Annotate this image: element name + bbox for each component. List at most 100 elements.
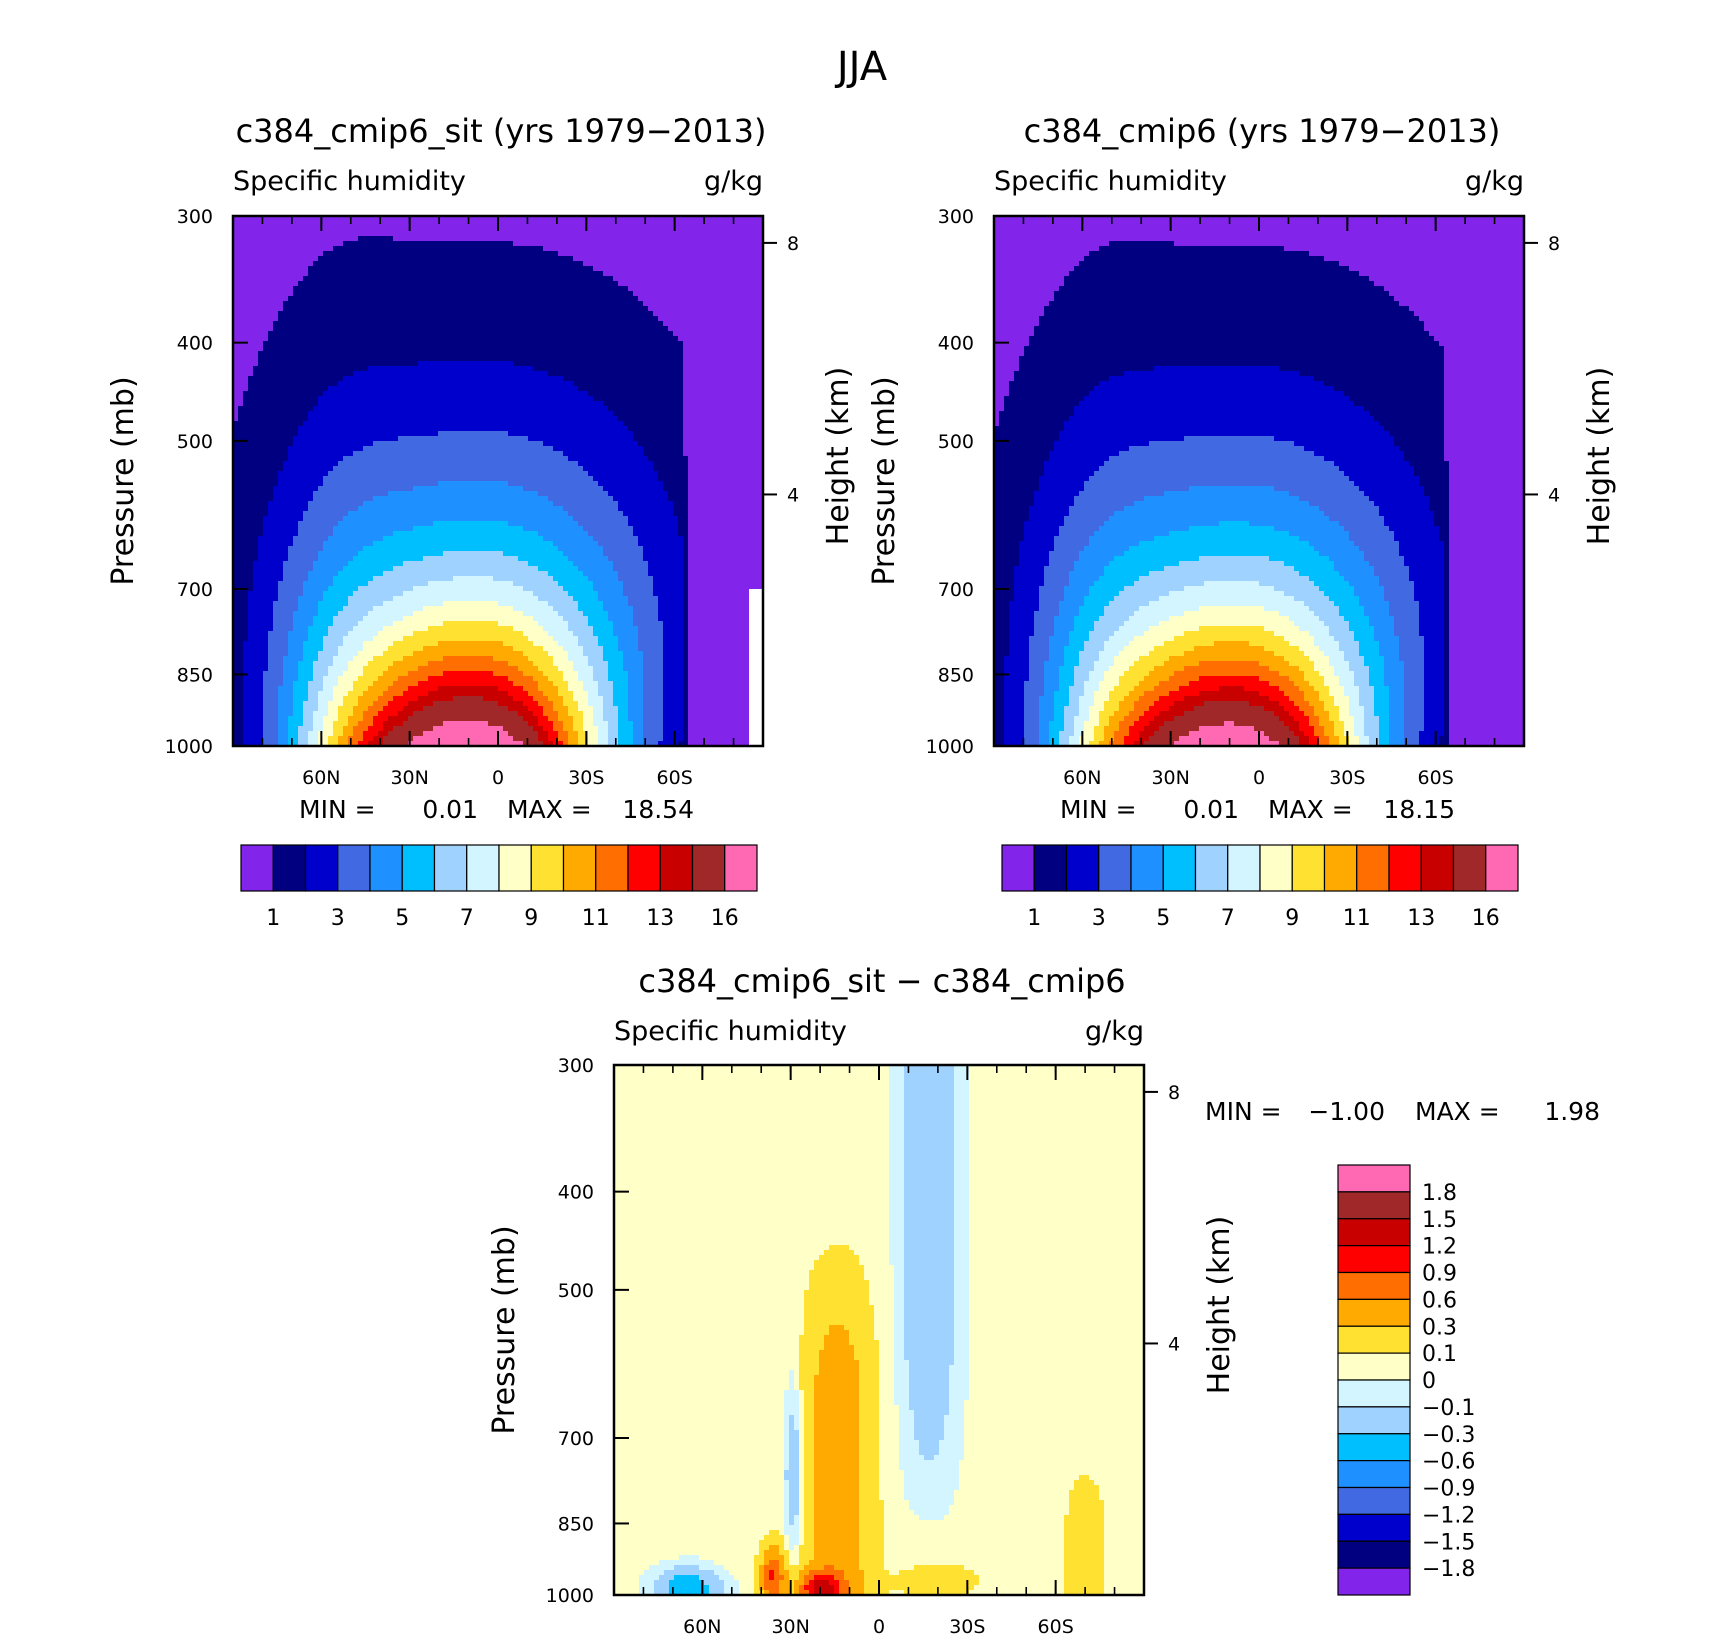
contour-cell — [323, 581, 329, 587]
contour-cell — [298, 481, 304, 487]
contour-cell — [268, 296, 274, 302]
contour-cell — [328, 331, 334, 337]
contour-cell — [238, 391, 244, 397]
contour-cell — [358, 291, 364, 297]
contour-cell — [353, 426, 359, 432]
contour-cell — [393, 351, 399, 357]
contour-cell — [328, 701, 334, 707]
contour-cell — [353, 701, 359, 707]
contour-cell — [258, 241, 264, 247]
contour-cell — [308, 436, 314, 442]
contour-cell — [408, 356, 414, 362]
contour-cell — [313, 561, 319, 567]
contour-cell — [393, 511, 399, 517]
contour-cell — [293, 301, 299, 307]
contour-cell — [263, 671, 269, 677]
contour-cell — [438, 306, 444, 312]
contour-cell — [323, 291, 329, 297]
contour-cell — [318, 496, 324, 502]
contour-cell — [243, 271, 249, 277]
contour-cell — [278, 606, 284, 612]
contour-cell — [283, 226, 289, 232]
contour-cell — [388, 516, 394, 522]
contour-cell — [393, 311, 399, 317]
contour-cell — [373, 381, 379, 387]
contour-cell — [363, 596, 369, 602]
contour-cell — [343, 356, 349, 362]
contour-cell — [313, 256, 319, 262]
contour-cell — [393, 711, 399, 717]
contour-cell — [363, 601, 369, 607]
contour-cell — [423, 371, 429, 377]
contour-cell — [333, 251, 339, 257]
contour-cell — [358, 721, 364, 727]
contour-cell — [403, 346, 409, 352]
contour-cell — [253, 341, 259, 347]
contour-cell — [268, 551, 274, 557]
contour-cell — [418, 536, 424, 542]
contour-cell — [423, 591, 429, 597]
contour-cell — [338, 491, 344, 497]
contour-cell — [248, 551, 254, 557]
contour-cell — [238, 401, 244, 407]
contour-cell — [458, 296, 464, 302]
contour-cell — [293, 296, 299, 302]
contour-cell — [338, 376, 344, 382]
contour-cell — [463, 616, 469, 622]
contour-cell — [248, 321, 254, 327]
contour-cell — [313, 611, 319, 617]
contour-cell — [358, 456, 364, 462]
contour-cell — [463, 691, 469, 697]
contour-cell — [428, 691, 434, 697]
contour-cell — [253, 566, 259, 572]
contour-cell — [288, 271, 294, 277]
contour-cell — [433, 461, 439, 467]
contour-cell — [358, 236, 364, 242]
contour-cell — [393, 591, 399, 597]
contour-cell — [318, 336, 324, 342]
contour-cell — [373, 401, 379, 407]
contour-cell — [403, 601, 409, 607]
contour-cell — [388, 601, 394, 607]
contour-cell — [323, 371, 329, 377]
contour-cell — [308, 541, 314, 547]
contour-cell — [418, 651, 424, 657]
contour-cell — [263, 636, 269, 642]
contour-cell — [438, 626, 444, 632]
contour-cell — [293, 456, 299, 462]
contour-cell — [243, 256, 249, 262]
contour-cell — [243, 331, 249, 337]
contour-cell — [438, 681, 444, 687]
contour-cell — [318, 386, 324, 392]
contour-cell — [253, 426, 259, 432]
contour-cell — [258, 416, 264, 422]
contour-cell — [413, 716, 419, 722]
contour-cell — [253, 726, 259, 732]
contour-cell — [368, 636, 374, 642]
contour-cell — [438, 276, 444, 282]
contour-cell — [408, 421, 414, 427]
contour-cell — [273, 636, 279, 642]
contour-cell — [458, 691, 464, 697]
contour-cell — [258, 306, 264, 312]
contour-cell — [413, 271, 419, 277]
contour-cell — [313, 281, 319, 287]
contour-cell — [408, 391, 414, 397]
contour-cell — [458, 291, 464, 297]
contour-cell — [458, 666, 464, 672]
contour-cell — [373, 596, 379, 602]
contour-cell — [258, 431, 264, 437]
contour-cell — [423, 711, 429, 717]
contour-cell — [363, 526, 369, 532]
contour-cell — [338, 466, 344, 472]
contour-cell — [263, 591, 269, 597]
contour-cell — [248, 256, 254, 262]
contour-cell — [448, 641, 454, 647]
contour-cell — [418, 386, 424, 392]
contour-cell — [408, 641, 414, 647]
contour-cell — [333, 236, 339, 242]
contour-cell — [343, 326, 349, 332]
contour-cell — [428, 641, 434, 647]
contour-cell — [278, 301, 284, 307]
contour-cell — [463, 576, 469, 582]
